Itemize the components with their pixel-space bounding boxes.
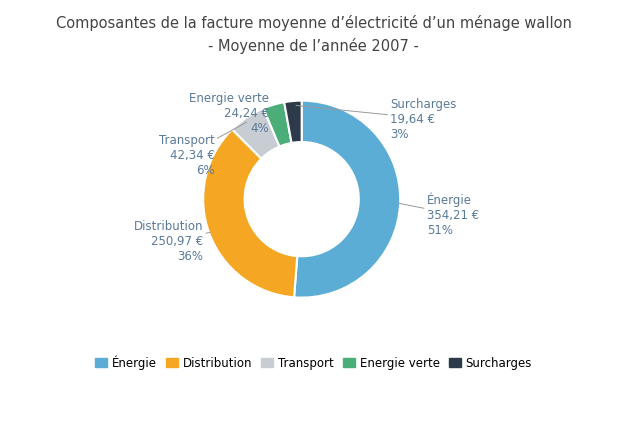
Legend: Énergie, Distribution, Transport, Energie verte, Surcharges: Énergie, Distribution, Transport, Energi… [90,350,537,374]
Wedge shape [294,101,400,298]
Text: Énergie
354,21 €
51%: Énergie 354,21 € 51% [399,192,479,236]
Wedge shape [263,103,292,147]
Text: Energie verte
24,24 €
4%: Energie verte 24,24 € 4% [189,92,272,135]
Text: Distribution
250,97 €
36%: Distribution 250,97 € 36% [134,219,211,262]
Wedge shape [284,101,302,144]
Text: Surcharges
19,64 €
3%: Surcharges 19,64 € 3% [296,98,456,141]
Title: Composantes de la facture moyenne d’électricité d’un ménage wallon
- Moyenne de : Composantes de la facture moyenne d’élec… [56,15,571,53]
Wedge shape [203,130,297,298]
Text: Transport
42,34 €
6%: Transport 42,34 € 6% [159,123,246,177]
Wedge shape [232,109,280,159]
